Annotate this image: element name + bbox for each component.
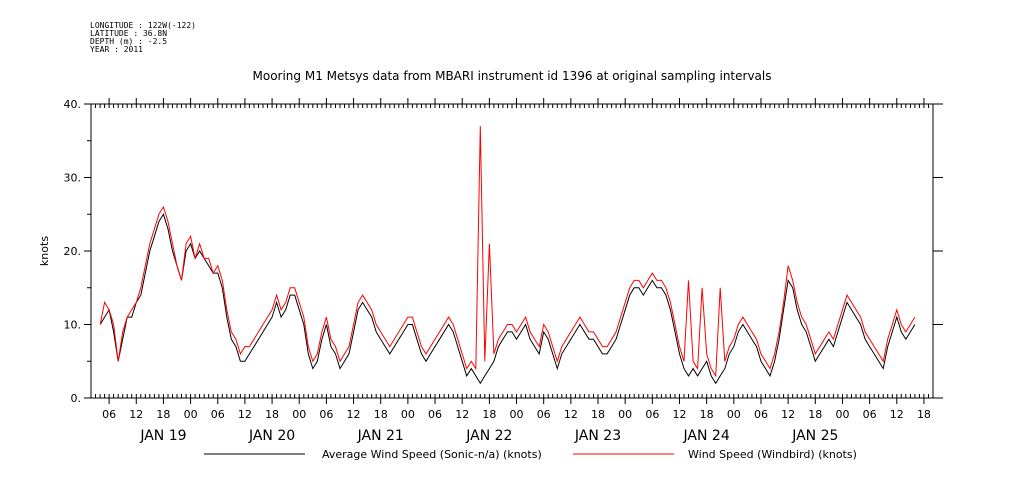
plot-frame [90, 103, 934, 399]
x-tick-label: 18 [156, 408, 170, 421]
meta-latitude: LATITUDE : 36.8N [90, 29, 168, 38]
x-day-label: JAN 21 [357, 428, 404, 444]
y-axis-label: knots [38, 236, 51, 266]
x-tick-label: 06 [645, 408, 659, 421]
x-tick-label: 12 [781, 408, 795, 421]
x-tick-label: 12 [672, 408, 686, 421]
x-tick-label: 12 [455, 408, 469, 421]
x-tick-label: 00 [727, 408, 741, 421]
x-tick-label: 06 [428, 408, 442, 421]
y-tick-label: 10. [64, 319, 82, 332]
x-tick-label: 00 [292, 408, 306, 421]
x-day-label: JAN 22 [465, 428, 512, 444]
chart-title: Mooring M1 Metsys data from MBARI instru… [253, 69, 772, 83]
x-tick-label: 18 [808, 408, 822, 421]
x-tick-label: 18 [482, 408, 496, 421]
x-tick-label: 06 [102, 408, 116, 421]
meta-depth: DEPTH (m) : -2.5 [90, 37, 168, 46]
y-tick-label: 0. [71, 392, 82, 405]
legend-label: Wind Speed (Windbird) (knots) [688, 448, 857, 461]
x-tick-label: 06 [537, 408, 551, 421]
x-tick-label: 12 [890, 408, 904, 421]
x-tick-label: 18 [591, 408, 605, 421]
y-tick-label: 30. [64, 172, 82, 185]
x-day-label: JAN 20 [248, 428, 295, 444]
x-day-label: JAN 19 [139, 428, 186, 444]
x-tick-label: 00 [510, 408, 524, 421]
x-tick-label: 06 [319, 408, 333, 421]
x-tick-label: 18 [374, 408, 388, 421]
x-tick-label: 06 [863, 408, 877, 421]
x-tick-label: 00 [401, 408, 415, 421]
legend-label: Average Wind Speed (Sonic-n/a) (knots) [322, 448, 542, 461]
x-tick-label: 00 [835, 408, 849, 421]
x-tick-label: 06 [211, 408, 225, 421]
y-tick-label: 20. [64, 245, 82, 258]
x-tick-label: 12 [564, 408, 578, 421]
x-tick-label: 18 [265, 408, 279, 421]
x-minor-ticks [90, 104, 934, 398]
x-tick-label: 18 [700, 408, 714, 421]
x-day-label: JAN 24 [683, 428, 730, 444]
x-tick-label: 12 [129, 408, 143, 421]
y-tick-label: 40. [64, 98, 82, 111]
x-day-label: JAN 25 [791, 428, 838, 444]
x-tick-label: 18 [917, 408, 931, 421]
x-tick-label: 12 [347, 408, 361, 421]
x-day-label: JAN 23 [574, 428, 621, 444]
meta-year: YEAR : 2011 [90, 45, 143, 54]
series-windbird-wind-speed [99, 126, 916, 378]
series-average-wind-speed [99, 213, 916, 385]
x-tick-label: 00 [618, 408, 632, 421]
x-tick-label: 06 [754, 408, 768, 421]
x-tick-label: 12 [238, 408, 252, 421]
meta-longitude: LONGITUDE : 122W(-122) [90, 21, 196, 30]
x-tick-label: 00 [184, 408, 198, 421]
